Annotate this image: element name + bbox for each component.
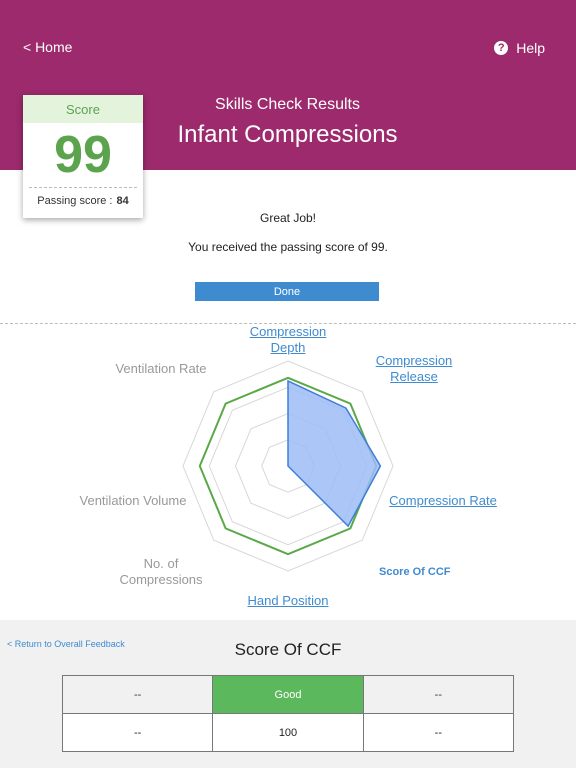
table-row: -- 100 -- [61, 713, 515, 752]
results-subtitle: Skills Check Results [215, 96, 360, 113]
return-to-overall-feedback-link[interactable]: < Return to Overall Feedback [7, 639, 125, 649]
radar-chart [182, 360, 394, 572]
score-of-ccf-link[interactable]: Score Of CCF [379, 566, 451, 578]
radar-label-ventilation-volume: Ventilation Volume [53, 493, 213, 509]
radar-grid-ring [182, 360, 394, 572]
radar-label-compression-release[interactable]: Compression Release [334, 353, 494, 385]
score-table: -- Good -- -- 100 -- [61, 675, 515, 752]
radar-label-line: Compression Rate [389, 493, 497, 508]
radar-label-hand-position[interactable]: Hand Position [208, 593, 368, 609]
score-label: Score [23, 95, 143, 123]
score-divider [29, 187, 137, 188]
table-row: -- Good -- [61, 675, 515, 714]
radar-label-line: Ventilation Volume [79, 493, 187, 508]
radar-label-line: Compression [249, 324, 327, 339]
table-cell: -- [61, 713, 214, 752]
message-title: Great Job! [259, 211, 317, 225]
table-cell: -- [362, 713, 515, 752]
radar-score-area [287, 379, 382, 528]
message-body: You received the passing score of 99. [188, 240, 388, 254]
help-label: Help [516, 40, 545, 56]
table-cell: 100 [212, 713, 364, 752]
table-cell: -- [61, 675, 214, 714]
radar-label-no-of-compressions: No. of Compressions [81, 556, 241, 588]
radar-label-compression-rate[interactable]: Compression Rate [363, 493, 523, 509]
done-button[interactable]: Done [195, 282, 379, 301]
passing-score-label: Passing score : [37, 195, 113, 207]
radar-label-line: Ventilation Rate [115, 361, 207, 376]
table-cell-good: Good [212, 675, 364, 714]
radar-passing-outline [198, 376, 378, 556]
radar-label-line: Hand Position [247, 593, 329, 608]
passing-score-value: 84 [116, 195, 129, 207]
home-link[interactable]: < Home [23, 39, 73, 55]
score-card: Score 99 Passing score : 84 [23, 95, 143, 218]
radar-label-compression-depth[interactable]: Compression Depth [208, 324, 368, 356]
radar-label-line: Release [390, 369, 438, 384]
radar-label-line: No. of [143, 556, 179, 571]
score-value: 99 [54, 126, 112, 184]
radar-label-line: Compression [375, 353, 453, 368]
help-button[interactable]: ? Help [494, 40, 545, 56]
passing-score: Passing score : 84 [23, 188, 143, 214]
panel-title: Score Of CCF [234, 640, 342, 659]
radar-label-line: Depth [270, 340, 306, 355]
question-circle-icon: ? [494, 41, 509, 55]
page-title: Infant Compressions [177, 121, 398, 148]
section-divider [0, 323, 576, 324]
table-cell: -- [362, 675, 515, 714]
radar-label-ventilation-rate: Ventilation Rate [81, 361, 241, 377]
radar-label-line: Compressions [119, 572, 203, 587]
